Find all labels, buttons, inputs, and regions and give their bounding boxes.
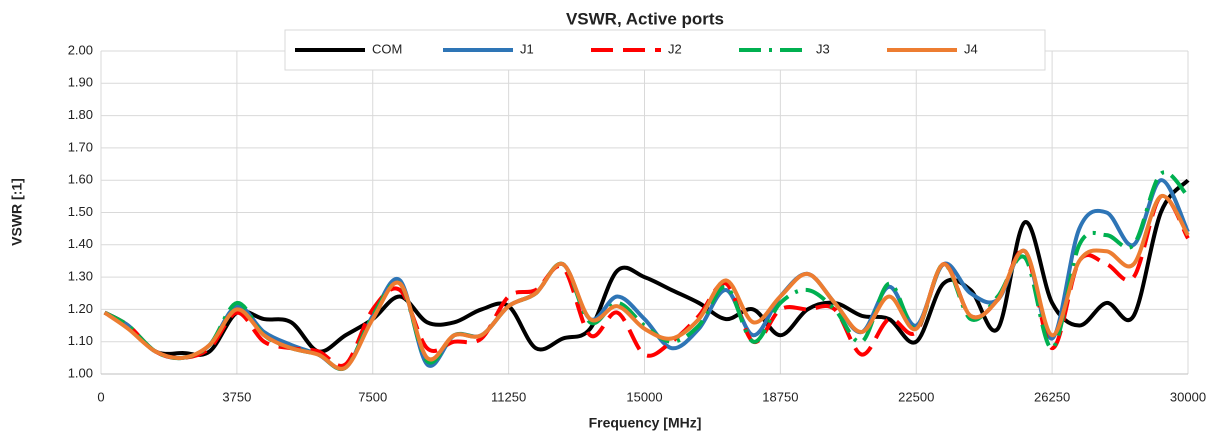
legend-label: COM	[372, 41, 402, 56]
legend-label: J4	[964, 41, 978, 56]
series-line	[103, 178, 1190, 357]
legend-label: J1	[520, 41, 534, 56]
x-tick-label: 18750	[762, 389, 798, 404]
legend-label: J2	[668, 41, 682, 56]
x-tick-label: 11250	[491, 389, 526, 404]
legend-label: J3	[816, 41, 830, 56]
y-tick-label: 1.40	[68, 236, 93, 251]
y-tick-label: 1.60	[68, 172, 93, 187]
x-tick-label: 15000	[626, 389, 662, 404]
x-tick-label: 0	[97, 389, 104, 404]
series-line	[103, 178, 1190, 371]
y-tick-label: 1.30	[68, 269, 93, 284]
x-tick-label: 26250	[1034, 389, 1070, 404]
y-tick-label: 1.90	[68, 75, 93, 90]
x-tick-label: 7500	[358, 389, 387, 404]
series-line	[103, 194, 1190, 371]
y-axis-label: VSWR [:1]	[9, 178, 25, 246]
y-tick-label: 1.70	[68, 139, 93, 154]
x-tick-label: 3750	[222, 389, 251, 404]
chart-title: VSWR, Active ports	[566, 9, 724, 28]
y-tick-label: 1.50	[68, 204, 93, 219]
x-tick-label: 30000	[1170, 389, 1206, 404]
x-tick-label: 22500	[898, 389, 934, 404]
y-tick-label: 1.10	[68, 333, 93, 348]
x-axis-label: Frequency [MHz]	[589, 415, 702, 431]
y-tick-label: 1.00	[68, 365, 93, 380]
y-tick-label: 2.00	[68, 42, 93, 57]
y-tick-label: 1.20	[68, 301, 93, 316]
y-tick-label: 1.80	[68, 107, 93, 122]
